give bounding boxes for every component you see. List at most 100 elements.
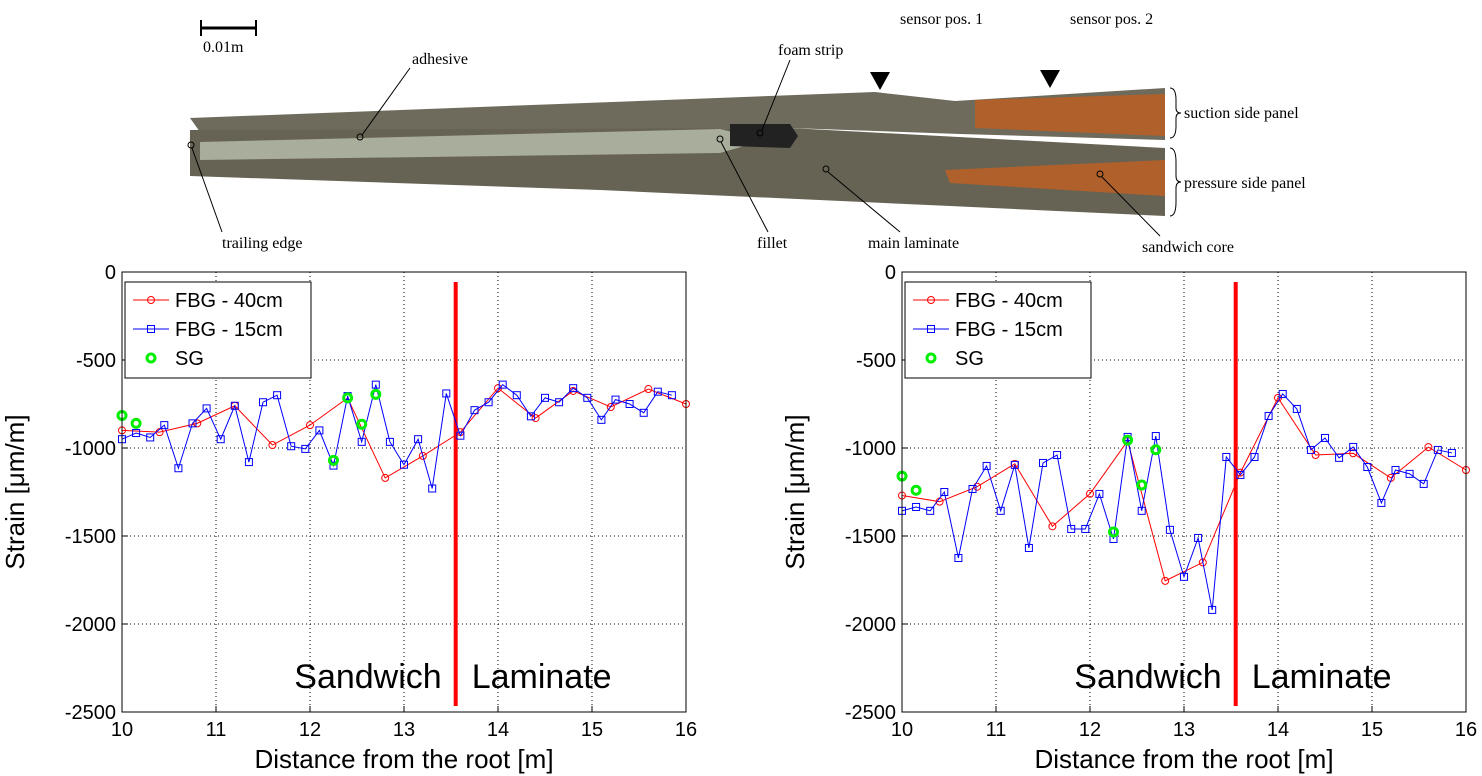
point	[597, 415, 606, 424]
photo-label: sensor pos. 1	[900, 11, 983, 28]
point	[273, 391, 282, 400]
point	[301, 444, 310, 453]
point	[418, 451, 427, 460]
point	[555, 398, 564, 407]
plot-frame	[901, 271, 1467, 713]
point	[371, 380, 380, 389]
photo-label: pressure side panel	[1184, 175, 1306, 192]
point	[1363, 463, 1372, 472]
brace	[1169, 87, 1182, 139]
point	[268, 441, 277, 450]
legend-label: FBG - 40cm	[175, 290, 283, 312]
point	[1208, 605, 1217, 614]
point	[569, 384, 578, 393]
chart: -2500 -2000 -1500 -1000 -500 0 10 11 12 13 14 15 16 D…	[780, 262, 1477, 774]
x-axis-label: Distance from the root [m]	[1034, 744, 1333, 774]
point	[414, 435, 423, 444]
point	[1180, 572, 1188, 581]
photo-label: suction side panel	[1184, 105, 1299, 122]
point	[1292, 404, 1301, 413]
y-tick-label: -2000	[845, 614, 896, 636]
point	[1039, 458, 1047, 467]
point	[1086, 489, 1094, 498]
legend-label: FBG - 15cm	[175, 319, 283, 341]
point	[1048, 522, 1057, 531]
upper-panel	[190, 88, 1165, 140]
series-line	[901, 393, 1453, 611]
point	[193, 419, 202, 428]
point	[1053, 451, 1062, 460]
point	[381, 473, 390, 482]
point	[583, 393, 592, 402]
point	[926, 506, 935, 515]
y-tick-label: -500	[856, 350, 896, 372]
point	[1311, 451, 1320, 460]
y-tick-label: -500	[76, 350, 116, 372]
point	[202, 404, 211, 413]
y-axis-label: Strain [μm/m]	[0, 414, 30, 569]
y-tick-label: -2000	[65, 614, 116, 636]
legend-marker	[145, 352, 157, 364]
point	[653, 387, 662, 396]
x-tick-label: 12	[299, 719, 321, 741]
point	[667, 391, 676, 400]
point	[132, 429, 141, 438]
point	[216, 435, 225, 444]
x-tick-label: 13	[1173, 719, 1195, 741]
photo-label: fillet	[757, 235, 788, 252]
x-axis-label: Distance from the root [m]	[254, 744, 553, 774]
point	[1150, 444, 1162, 456]
point	[1236, 470, 1245, 479]
point	[1349, 449, 1358, 458]
point	[1108, 526, 1119, 538]
point	[541, 393, 549, 402]
point	[287, 442, 296, 451]
point	[1278, 389, 1287, 398]
point	[470, 406, 479, 415]
legend-label: FBG - 40cm	[955, 290, 1063, 312]
point	[456, 431, 465, 440]
x-tick-label: 14	[487, 719, 509, 741]
photo-label: foam strip	[778, 42, 843, 59]
point	[1321, 433, 1329, 442]
point	[606, 402, 615, 411]
annotation: Laminate	[1252, 658, 1392, 696]
point	[1151, 432, 1160, 441]
legend-box	[904, 281, 1092, 379]
point	[1222, 452, 1231, 461]
chart: -2500 -2000 -1500 -1000 -500 0 10 11 12 13 14 15 16 D…	[0, 262, 697, 774]
point	[1137, 506, 1146, 515]
point	[1067, 524, 1076, 533]
y-tick-label: 0	[105, 262, 116, 284]
x-tick-label: 11	[986, 719, 1007, 741]
point	[498, 380, 507, 389]
point	[342, 392, 354, 404]
point	[1447, 448, 1456, 457]
point	[130, 417, 142, 429]
point	[1306, 445, 1315, 454]
point	[1136, 479, 1148, 491]
x-tick-label: 11	[206, 719, 227, 741]
photo-label: main laminate	[868, 235, 959, 252]
point	[146, 433, 155, 442]
legend-box	[124, 281, 312, 379]
point	[1250, 452, 1259, 461]
point	[639, 408, 648, 417]
point	[1433, 445, 1442, 454]
point	[644, 385, 653, 394]
point	[512, 391, 521, 400]
arrow	[1040, 70, 1060, 88]
x-tick-label: 15	[581, 719, 603, 741]
point	[174, 464, 183, 473]
point	[315, 426, 324, 435]
y-tick-label: -1000	[845, 438, 896, 460]
point	[428, 484, 437, 493]
legend-marker	[147, 325, 155, 333]
point	[400, 460, 408, 469]
point	[259, 398, 267, 407]
annotation: Laminate	[472, 658, 612, 696]
x-tick-label: 10	[891, 719, 913, 741]
point	[1424, 443, 1433, 452]
point	[329, 461, 338, 470]
